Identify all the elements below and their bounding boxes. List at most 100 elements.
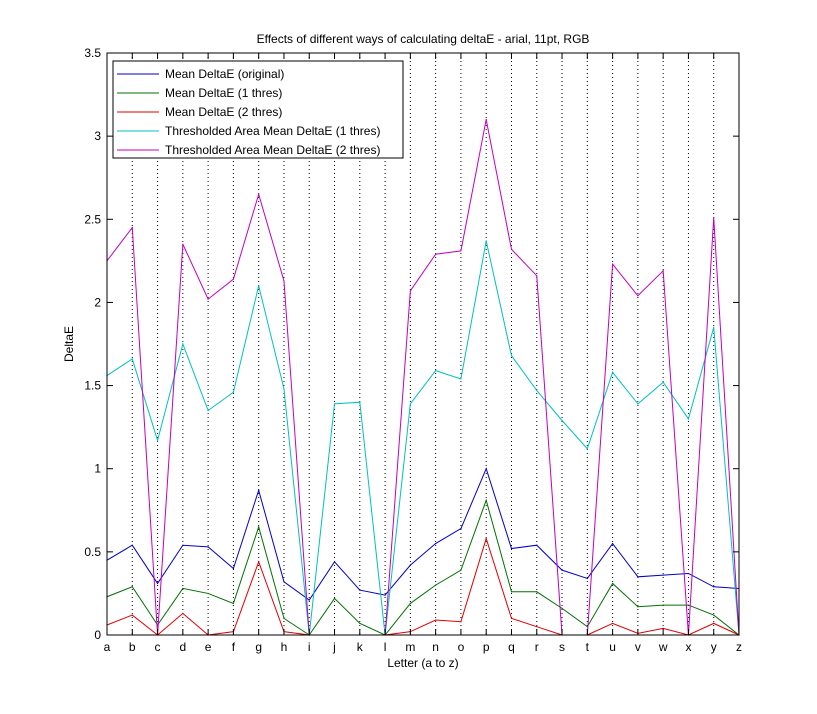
data-point bbox=[435, 253, 437, 255]
data-point bbox=[435, 542, 437, 545]
data-point bbox=[182, 343, 184, 345]
legend-box bbox=[112, 60, 404, 159]
data-point bbox=[637, 403, 639, 405]
data-point bbox=[258, 526, 260, 528]
data-point bbox=[359, 401, 361, 403]
data-point bbox=[586, 577, 588, 580]
data-point bbox=[662, 627, 664, 629]
legend: Mean DeltaE (original) Mean DeltaE (1 thr… bbox=[112, 60, 404, 159]
data-point bbox=[536, 544, 538, 546]
data-point bbox=[460, 621, 462, 623]
data-point bbox=[409, 403, 411, 405]
x-tick-label: q bbox=[508, 640, 515, 654]
chart-title: Effects of different ways of calculating… bbox=[257, 32, 590, 46]
data-point bbox=[460, 527, 462, 530]
x-tick-label: r bbox=[535, 640, 539, 654]
x-tick-label: k bbox=[357, 640, 364, 654]
x-tick-label: w bbox=[658, 640, 668, 654]
series-line bbox=[106, 467, 740, 601]
y-tick-label: 1.5 bbox=[84, 379, 101, 393]
data-point bbox=[232, 391, 234, 393]
data-point bbox=[131, 614, 133, 616]
series-2 bbox=[106, 498, 740, 636]
data-point bbox=[536, 626, 538, 628]
data-point bbox=[510, 355, 513, 357]
x-tick-label: b bbox=[129, 640, 136, 654]
data-point bbox=[460, 378, 462, 380]
data-point bbox=[232, 278, 234, 280]
x-tick-label: v bbox=[635, 640, 641, 654]
x-tick-label: x bbox=[685, 640, 691, 654]
data-point bbox=[409, 564, 411, 566]
legend-label: Thresholded Area Mean DeltaE (1 thres) bbox=[165, 124, 380, 138]
x-tick-label: i bbox=[308, 640, 311, 654]
data-point bbox=[536, 591, 538, 593]
data-point bbox=[612, 582, 614, 585]
x-tick-label: h bbox=[281, 640, 288, 654]
plot-frame bbox=[106, 52, 740, 636]
x-tick-label: s bbox=[559, 640, 565, 654]
data-point bbox=[435, 619, 437, 621]
data-point bbox=[207, 546, 209, 548]
x-tick-label: g bbox=[255, 640, 262, 654]
data-point bbox=[637, 606, 639, 608]
data-point bbox=[510, 617, 513, 619]
data-point bbox=[207, 298, 209, 300]
y-tick-label: 2 bbox=[94, 295, 101, 309]
data-point bbox=[662, 604, 664, 606]
axis-layer: a b c d e f g h i j k l m n o p q r s t u v w x y z 0 0.5 1 1.5 2 2.5 3 3… bbox=[84, 46, 742, 654]
data-point bbox=[485, 240, 487, 242]
series-line bbox=[106, 498, 740, 636]
x-tick-label: t bbox=[586, 640, 590, 654]
data-point bbox=[156, 582, 159, 585]
legend-label: Mean DeltaE (original) bbox=[165, 67, 284, 81]
data-point bbox=[687, 418, 690, 420]
x-tick-label: l bbox=[384, 640, 387, 654]
data-point bbox=[409, 602, 411, 605]
data-point bbox=[713, 326, 715, 328]
y-tick-label: 0.5 bbox=[84, 545, 101, 559]
data-point bbox=[713, 622, 715, 624]
data-point bbox=[131, 586, 133, 588]
data-point bbox=[232, 567, 234, 570]
legend-label: Mean DeltaE (1 thres) bbox=[165, 86, 282, 100]
data-point bbox=[258, 561, 260, 563]
data-point bbox=[536, 275, 538, 277]
data-point bbox=[561, 419, 563, 422]
x-tick-label: u bbox=[609, 640, 616, 654]
x-tick-label: z bbox=[736, 640, 742, 654]
data-point bbox=[586, 448, 588, 450]
data-point bbox=[207, 409, 209, 412]
data-point bbox=[182, 544, 184, 546]
data-point bbox=[359, 622, 361, 624]
data-point bbox=[662, 574, 664, 576]
data-point bbox=[131, 358, 133, 360]
data-point bbox=[510, 248, 513, 250]
data-point bbox=[561, 607, 563, 609]
data-point bbox=[384, 594, 386, 596]
y-axis-label: DeltaE bbox=[62, 326, 76, 362]
data-point bbox=[485, 499, 487, 501]
data-point bbox=[207, 592, 209, 595]
series-line bbox=[106, 240, 740, 636]
data-point bbox=[156, 439, 159, 442]
y-tick-label: 0 bbox=[94, 628, 101, 642]
data-point bbox=[687, 604, 690, 606]
x-tick-label: n bbox=[432, 640, 439, 654]
data-point bbox=[359, 589, 361, 591]
data-point bbox=[182, 612, 184, 614]
data-point bbox=[283, 280, 285, 282]
data-point bbox=[713, 614, 715, 616]
data-point bbox=[258, 489, 260, 491]
x-tick-label: a bbox=[104, 640, 111, 654]
series-layer bbox=[106, 118, 740, 636]
data-point bbox=[637, 295, 639, 297]
data-point bbox=[713, 586, 715, 588]
data-point bbox=[435, 584, 437, 586]
data-point bbox=[258, 193, 260, 195]
data-point bbox=[283, 388, 285, 390]
series-line bbox=[106, 119, 740, 636]
y-tick-label: 2.5 bbox=[84, 212, 101, 226]
y-tick-label: 3 bbox=[94, 129, 101, 143]
data-point bbox=[510, 591, 513, 593]
